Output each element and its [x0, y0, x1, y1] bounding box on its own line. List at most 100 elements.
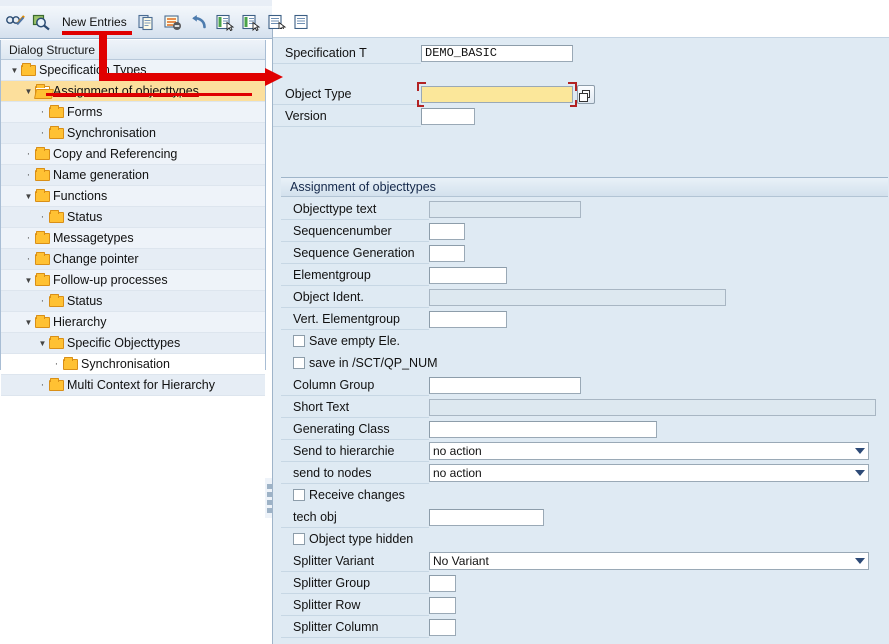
send-to-nodes-select[interactable]: no action: [429, 464, 869, 482]
tree-item-label: Status: [67, 293, 103, 308]
tree-item-label: Multi Context for Hierarchy: [67, 377, 215, 392]
elementgroup-input[interactable]: [429, 266, 507, 284]
splitter-group-input[interactable]: [429, 574, 456, 592]
leaf-bullet-icon: ·: [26, 147, 31, 160]
tree-item-synchronisation[interactable]: · Synchronisation: [1, 123, 265, 144]
generating-class-input[interactable]: [429, 420, 657, 438]
expand-toggle-icon[interactable]: ▼: [38, 338, 47, 348]
annotation-arrow-shaft-horizontal: [99, 73, 271, 81]
tree-item-label: Functions: [53, 188, 108, 203]
expand-toggle-icon[interactable]: ▼: [10, 65, 19, 75]
panel-splitter-handle[interactable]: [265, 478, 273, 518]
column-group-input[interactable]: [429, 376, 581, 394]
leaf-bullet-icon: ·: [40, 378, 45, 391]
vert-elementgroup-label: Vert. Elementgroup: [281, 308, 429, 330]
select-all-icon[interactable]: [215, 12, 236, 33]
copy-as-icon[interactable]: [137, 12, 158, 33]
tree-item-label: Messagetypes: [53, 230, 134, 245]
objecttype-text-label: Objecttype text: [281, 198, 429, 220]
folder-icon: [35, 315, 50, 328]
object-type-label: Object Type: [273, 83, 421, 105]
sequencenumber-input[interactable]: [429, 222, 465, 240]
leaf-bullet-icon: ·: [26, 168, 31, 181]
splitter-variant-select[interactable]: No Variant: [429, 552, 869, 570]
undo-icon[interactable]: [189, 12, 210, 33]
tree-item-status[interactable]: · Status: [1, 291, 265, 312]
folder-icon: [35, 231, 50, 244]
object-ident-input: [429, 288, 726, 306]
leaf-bullet-icon: ·: [26, 252, 31, 265]
more-options-icon[interactable]: [293, 12, 314, 33]
new-entries-button[interactable]: New Entries: [62, 15, 127, 29]
display-change-icon[interactable]: [5, 12, 26, 33]
tree-item-label: Name generation: [53, 167, 149, 182]
version-label: Version: [273, 105, 421, 127]
assignment-group-body: Objecttype text Sequencenumber Sequence Ge…: [281, 197, 888, 638]
tree-item-hierarchy[interactable]: ▼ Hierarchy: [1, 312, 265, 333]
value-help-icon[interactable]: [577, 84, 595, 104]
folder-icon: [63, 357, 78, 370]
tech-obj-input[interactable]: [429, 508, 544, 526]
application-toolbar[interactable]: New Entries: [0, 6, 308, 39]
save-in-sct-qp-num-checkbox[interactable]: [293, 357, 305, 369]
tree-item-synchronisation[interactable]: · Synchronisation: [1, 354, 265, 375]
vert-elementgroup-input[interactable]: [429, 310, 507, 328]
tree-item-label: Synchronisation: [81, 356, 170, 371]
elementgroup-label: Elementgroup: [281, 264, 429, 286]
row-receive-changes[interactable]: Receive changes: [281, 484, 888, 506]
leaf-bullet-icon: ·: [40, 294, 45, 307]
tree-item-follow-up-processes[interactable]: ▼ Follow-up processes: [1, 270, 265, 291]
tree-item-assignment-of-objecttypes[interactable]: ▼ Assignment of objecttypes: [1, 81, 265, 102]
object-type-input[interactable]: [421, 85, 573, 103]
row-object-type-hidden[interactable]: Object type hidden: [281, 528, 888, 550]
row-object-type: Object Type: [273, 81, 889, 107]
row-object-ident: Object Ident.: [281, 286, 888, 308]
expand-toggle-icon[interactable]: ▼: [24, 317, 33, 327]
version-input[interactable]: [421, 107, 475, 125]
tree-item-change-pointer[interactable]: · Change pointer: [1, 249, 265, 270]
chevron-down-icon[interactable]: [855, 448, 865, 454]
row-splitter-variant: Splitter Variant No Variant: [281, 550, 888, 572]
chevron-down-icon[interactable]: [855, 470, 865, 476]
delete-row-icon[interactable]: [163, 12, 184, 33]
folder-icon: [49, 336, 64, 349]
chevron-down-icon[interactable]: [855, 558, 865, 564]
splitter-column-input[interactable]: [429, 618, 456, 636]
folder-icon: [49, 378, 64, 391]
tree-item-forms[interactable]: · Forms: [1, 102, 265, 123]
tree-item-name-generation[interactable]: · Name generation: [1, 165, 265, 186]
send-to-hierarchie-select[interactable]: no action: [429, 442, 869, 460]
leaf-bullet-icon: ·: [40, 105, 45, 118]
save-empty-ele-checkbox[interactable]: [293, 335, 305, 347]
tree-item-functions[interactable]: ▼ Functions: [1, 186, 265, 207]
column-group-label: Column Group: [281, 374, 429, 396]
object-type-hidden-label: Object type hidden: [309, 532, 414, 546]
row-save-empty-ele[interactable]: Save empty Ele.: [281, 330, 888, 352]
magnifier-icon[interactable]: [31, 12, 52, 33]
object-type-hidden-checkbox[interactable]: [293, 533, 305, 545]
title-glyph-remnants: [80, 0, 270, 5]
short-text-label: Short Text: [281, 396, 429, 418]
dialog-structure-tree[interactable]: ▼ Specification Types ▼ Assignment of objec…: [1, 60, 265, 396]
tree-item-messagetypes[interactable]: · Messagetypes: [1, 228, 265, 249]
expand-toggle-icon[interactable]: ▼: [24, 86, 33, 96]
receive-changes-checkbox[interactable]: [293, 489, 305, 501]
row-save-in-sct-qp-num[interactable]: save in /SCT/QP_NUM: [281, 352, 888, 374]
tree-item-specific-objecttypes[interactable]: ▼ Specific Objecttypes: [1, 333, 265, 354]
tree-item-status[interactable]: · Status: [1, 207, 265, 228]
tech-obj-label: tech obj: [281, 506, 429, 528]
deselect-all-icon[interactable]: [241, 12, 262, 33]
folder-icon: [35, 147, 50, 160]
tree-item-multi-context-for-hierarchy[interactable]: · Multi Context for Hierarchy: [1, 375, 265, 396]
tree-item-copy-and-referencing[interactable]: · Copy and Referencing: [1, 144, 265, 165]
annotation-arrow-shaft-vertical: [99, 35, 107, 77]
folder-icon: [35, 252, 50, 265]
sequence-generation-input[interactable]: [429, 244, 465, 262]
leaf-bullet-icon: ·: [40, 126, 45, 139]
expand-toggle-icon[interactable]: ▼: [24, 275, 33, 285]
splitter-row-input[interactable]: [429, 596, 456, 614]
folder-icon: [49, 105, 64, 118]
annotation-arrow-head: [265, 68, 283, 86]
expand-toggle-icon[interactable]: ▼: [24, 191, 33, 201]
specification-type-label: Specification T: [273, 42, 421, 64]
